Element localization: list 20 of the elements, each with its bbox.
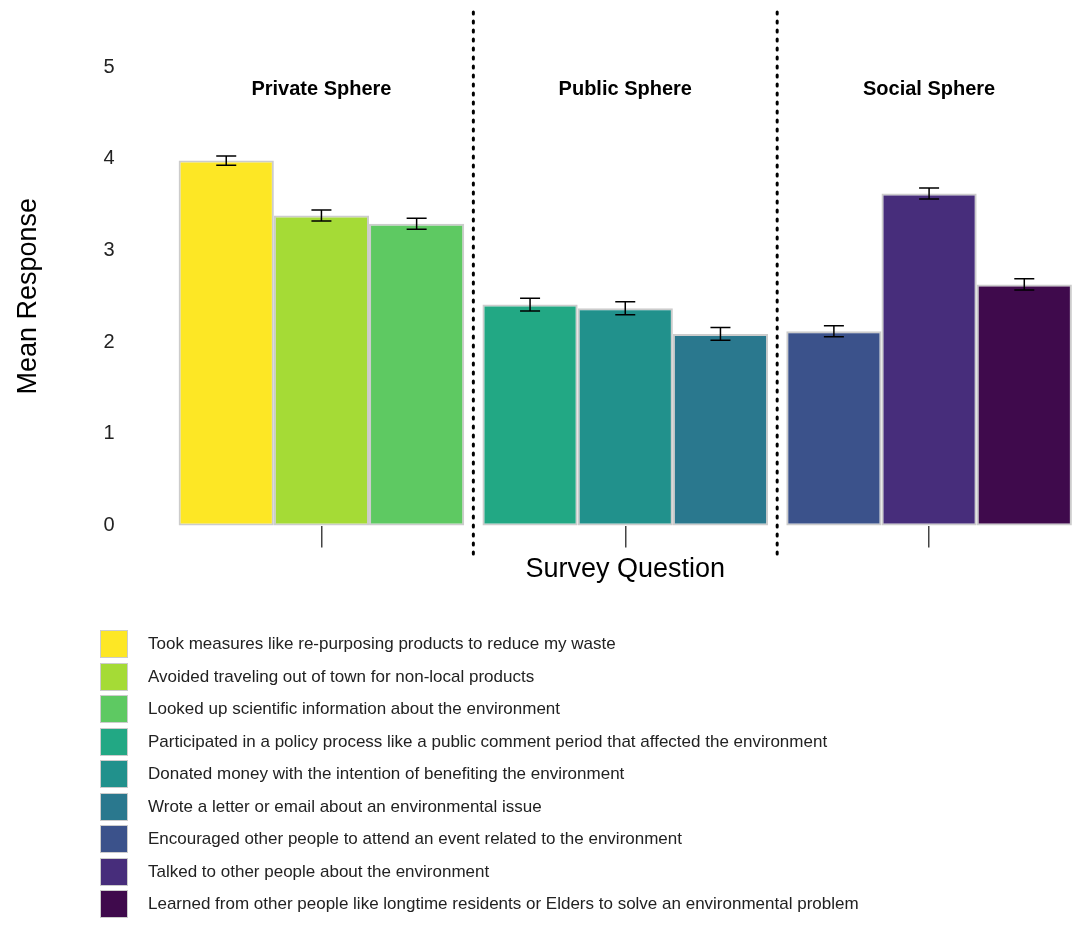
x-tick-label: Social Sphere: [862, 76, 996, 99]
legend-label: Took measures like re-purposing products to reduce my waste: [148, 634, 616, 655]
y-tick-label: 5: [103, 54, 115, 77]
y-tick-label: 4: [103, 146, 115, 169]
legend-label: Wrote a letter or email about an environmental issue: [148, 796, 542, 817]
legend-label: Looked up scientific information about the environment: [148, 699, 561, 720]
legend-label: Donated money with the intention of benefiting the environment: [148, 764, 625, 785]
x-axis-title: Survey Question: [525, 553, 726, 584]
y-tick-label: 1: [103, 421, 115, 444]
legend-label: Participated in a policy process like a public comment period that affected the environment: [148, 731, 828, 752]
y-axis-title: Mean Response: [11, 197, 42, 395]
legend-label: Learned from other people like longtime residents or Elders to solve an environmental problem: [148, 894, 859, 915]
legend-label: Avoided traveling out of town for non-local products: [148, 666, 535, 687]
x-tick-label: Private Sphere: [251, 76, 392, 99]
x-tick-label: Public Sphere: [558, 76, 692, 99]
legend-label: Talked to other people about the environment: [148, 861, 490, 882]
y-tick-label: 2: [103, 329, 115, 352]
y-tick-label: 0: [103, 513, 115, 536]
legend-label: Encouraged other people to attend an event related to the environment: [148, 829, 682, 850]
y-tick-label: 3: [103, 237, 115, 260]
